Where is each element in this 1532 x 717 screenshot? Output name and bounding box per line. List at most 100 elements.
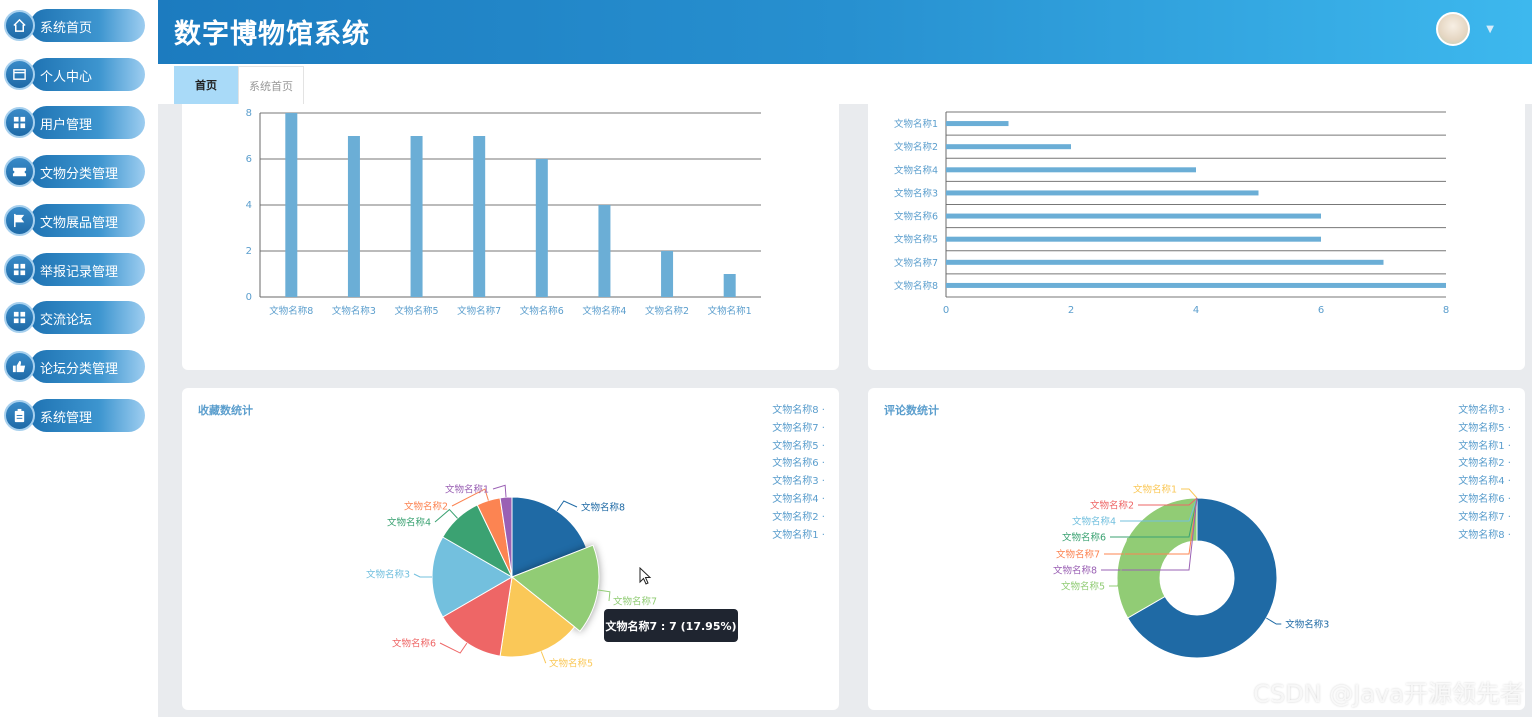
bar <box>473 136 486 297</box>
sidebar-item-4[interactable]: 文物展品管理 <box>4 203 146 237</box>
slice-label: 文物名称6 <box>392 638 436 650</box>
y-tick-label: 2 <box>246 246 252 257</box>
sidebar-item-pill <box>30 252 145 286</box>
legend-item[interactable]: 文物名称3 · <box>772 476 825 488</box>
label-line <box>434 508 458 523</box>
bar <box>285 113 298 297</box>
vertical-bar-chart-card: 0 2 4 6 8 文物名称8 文物名称3 文物名称5 文物名称7 文物名称6 文物名称4 文物名称2… <box>182 104 839 370</box>
sidebar-item-label: 论坛分类管理 <box>40 361 119 377</box>
mouse-cursor-icon <box>639 567 652 585</box>
legend-item[interactable]: 文物名称2 · <box>1458 458 1511 470</box>
legend-item[interactable]: 文物名称8 · <box>1458 529 1511 541</box>
x-tick-label: 文物名称2 <box>645 305 689 317</box>
pie-slice <box>1127 497 1278 659</box>
legend-item[interactable]: 文物名称5 · <box>772 440 825 452</box>
slice-label: 文物名称2 <box>404 501 448 513</box>
pie-slice <box>511 496 588 578</box>
sidebar-item-5[interactable]: 举报记录管理 <box>4 252 146 286</box>
label-line <box>1110 497 1198 538</box>
bar <box>598 205 611 297</box>
pie-slice <box>442 576 513 657</box>
label-line <box>439 642 468 654</box>
legend-item[interactable]: 文物名称4 · <box>772 493 825 505</box>
legend-item[interactable]: 文物名称8 · <box>772 405 825 416</box>
legend-item[interactable]: 文物名称4 · <box>1458 476 1511 488</box>
horizontal-bar-chart-card: 0 2 4 6 8 文物名称1 文物名称2 文物名称4 文物名称3 文物名称6 文物名称5 文物名称7… <box>868 104 1525 370</box>
sidebar-item-label: 用户管理 <box>40 118 93 134</box>
label-line <box>540 651 547 664</box>
sidebar-item-0[interactable]: 系统首页 <box>4 9 146 42</box>
legend-item[interactable]: 文物名称7 · <box>772 422 825 434</box>
tab-bar: 首页 系统首页 <box>158 64 1532 104</box>
y-tick-label: 0 <box>246 292 252 303</box>
pie-slice <box>499 576 576 658</box>
user-avatar[interactable] <box>1436 12 1470 46</box>
y-tick-label: 文物名称5 <box>894 234 938 246</box>
legend-item[interactable]: 文物名称1 · <box>1458 440 1511 452</box>
chart-title: 评论数统计 <box>884 404 939 417</box>
collection-pie-card: 文物名称8 文物名称7 文物名称5 文物名称6 文物名称3 文物名称4 文物名称2 文物名称1… <box>182 388 839 710</box>
bar <box>661 251 674 297</box>
chart-tooltip: 文物名称7 : 7 (17.95%) <box>604 609 738 642</box>
legend-item[interactable]: 文物名称7 · <box>1458 511 1511 523</box>
slice-label: 文物名称7 <box>1056 549 1100 561</box>
grid-icon <box>4 302 35 334</box>
sidebar-item-7[interactable]: 论坛分类管理 <box>4 349 146 383</box>
comment-donut-card: 文物名称3 文物名称1 文物名称2 文物名称4 文物名称6 文物名称7 文物名称8 文物名称5… <box>868 388 1525 710</box>
slice-label: 文物名称2 <box>1090 500 1134 512</box>
pie-slice <box>431 536 513 618</box>
grid-icon <box>4 107 35 139</box>
thumb-icon <box>4 350 35 382</box>
x-tick-label: 文物名称3 <box>332 305 376 317</box>
tab-home[interactable]: 首页 <box>174 66 238 104</box>
window-icon <box>4 58 35 90</box>
label-line <box>413 573 432 578</box>
x-tick-label: 文物名称4 <box>582 305 626 317</box>
tab-system-home[interactable]: 系统首页 <box>238 66 304 104</box>
ticket-icon <box>4 156 35 188</box>
sidebar-item-pill <box>30 57 145 91</box>
legend-item[interactable]: 文物名称1 · <box>772 529 825 541</box>
sidebar-item-label: 举报记录管理 <box>40 264 119 280</box>
slice-label: 文物名称1 <box>445 484 489 496</box>
sidebar-item-label: 系统首页 <box>40 21 93 36</box>
slice-label: 文物名称4 <box>387 517 431 529</box>
chart-title: 收藏数统计 <box>198 404 253 417</box>
comment-donut-chart: 文物名称3 文物名称1 文物名称2 文物名称4 文物名称6 文物名称7 文物名称8 文物名称5 <box>1053 484 1329 659</box>
pie-slice <box>499 496 513 578</box>
sidebar-item-pill <box>30 398 145 432</box>
sidebar-item-2[interactable]: 用户管理 <box>4 106 146 140</box>
pie-slice <box>1116 497 1198 619</box>
chart-legend: 文物名称3 · 文物名称5 · 文物名称1 · 文物名称2 · 文物名称4 · 文物名称6… <box>1458 401 1511 543</box>
legend-item[interactable]: 文物名称5 · <box>1458 422 1511 434</box>
flag-icon <box>4 204 35 236</box>
sidebar-item-1[interactable]: 个人中心 <box>4 57 146 91</box>
legend-item[interactable]: 文物名称6 · <box>772 458 825 470</box>
bar <box>946 121 1009 127</box>
slice-label: 文物名称7 <box>613 596 657 608</box>
slice-label: 文物名称1 <box>1133 484 1177 496</box>
sidebar-item-8[interactable]: 系统管理 <box>4 398 146 432</box>
clipboard-icon <box>4 399 35 431</box>
slice-label: 文物名称8 <box>1053 565 1097 577</box>
legend-item[interactable]: 文物名称2 · <box>772 511 825 523</box>
sidebar-item-3[interactable]: 文物分类管理 <box>4 155 146 189</box>
sidebar-item-pill <box>30 106 145 140</box>
y-tick-label: 文物名称3 <box>894 187 938 199</box>
y-tick-label: 文物名称7 <box>894 257 938 269</box>
chevron-down-icon[interactable]: ▼ <box>1486 24 1494 35</box>
collection-pie-chart: 文物名称8 文物名称7 文物名称5 文物名称6 文物名称3 文物名称4 文物名称2 文物名称1 <box>366 484 657 670</box>
legend-item[interactable]: 文物名称3 · <box>1458 405 1511 416</box>
top-header: 数字博物馆系统 ▼ <box>158 0 1532 64</box>
slice-label: 文物名称5 <box>549 658 593 670</box>
label-line <box>451 488 489 507</box>
y-tick-label: 文物名称2 <box>894 141 938 153</box>
label-line <box>597 589 611 602</box>
sidebar-item-pill <box>30 155 145 189</box>
legend-item[interactable]: 文物名称6 · <box>1458 493 1511 505</box>
sidebar-item-6[interactable]: 交流论坛 <box>4 301 146 335</box>
sidebar-item-label: 文物分类管理 <box>40 167 119 183</box>
bar <box>946 282 1446 288</box>
vertical-bar-chart: 0 2 4 6 8 文物名称8 文物名称3 文物名称5 文物名称7 文物名称6 文物名称4 文物名称2… <box>246 108 761 317</box>
slice-label: 文物名称3 <box>366 569 410 581</box>
